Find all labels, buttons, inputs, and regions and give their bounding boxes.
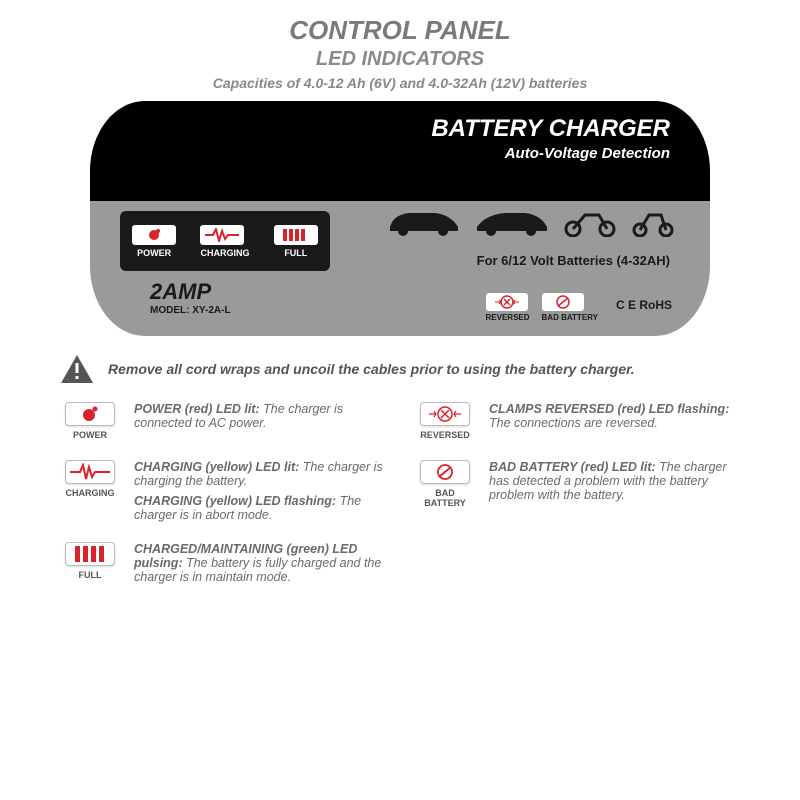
panel-subtitle: Auto-Voltage Detection [90, 145, 670, 162]
status-row: REVERSED BAD BATTERY C E RoHS [486, 293, 672, 322]
power-icon [145, 228, 163, 242]
legend-text: CHARGED/MAINTAINING (green) LED pulsing:… [134, 542, 385, 584]
legend-item: FULL CHARGED/MAINTAINING (green) LED pul… [60, 542, 385, 584]
legend-item: BAD BATTERY BAD BATTERY (red) LED lit: T… [415, 460, 740, 522]
amp-value: 2AMP [150, 279, 231, 305]
legend-text: CLAMPS REVERSED (red) LED flashing: The … [489, 402, 740, 440]
legend-item: CHARGING CHARGING (yellow) LED lit: The … [60, 460, 385, 522]
capacity-line: Capacities of 4.0-12 Ah (6V) and 4.0-32A… [40, 75, 760, 91]
pulse-icon [205, 228, 239, 242]
bars-icon [282, 228, 310, 242]
page-subtitle: LED INDICATORS [40, 48, 760, 71]
legend-item: REVERSED CLAMPS REVERSED (red) LED flash… [415, 402, 740, 440]
legend-icon: REVERSED [415, 402, 475, 440]
motorcycle-icon [563, 207, 617, 237]
vehicle-silhouettes [387, 205, 675, 237]
certifications: C E RoHS [616, 298, 672, 312]
warning-text: Remove all cord wraps and uncoil the cab… [108, 361, 635, 377]
scooter-icon [631, 209, 675, 237]
car-icon [387, 205, 461, 237]
model-number: MODEL: XY-2A-L [150, 305, 231, 316]
warning-row: Remove all cord wraps and uncoil the cab… [60, 354, 740, 384]
indicator-full: FULL [274, 225, 318, 258]
legend-icon: BAD BATTERY [415, 460, 475, 522]
indicator-box: POWER CHARGING FULL [120, 211, 330, 271]
bad-battery-icon [554, 295, 572, 309]
page-title: CONTROL PANEL [40, 15, 760, 46]
amp-block: 2AMP MODEL: XY-2A-L [150, 279, 231, 316]
legend-text: BAD BATTERY (red) LED lit: The charger h… [489, 460, 740, 522]
header: CONTROL PANEL LED INDICATORS Capacities … [40, 15, 760, 91]
legend-text: POWER (red) LED lit: The charger is conn… [134, 402, 385, 440]
panel-top: BATTERY CHARGER Auto-Voltage Detection [90, 101, 710, 201]
legend-icon: POWER [60, 402, 120, 440]
control-panel-graphic: BATTERY CHARGER Auto-Voltage Detection P… [90, 101, 710, 336]
legend-text: CHARGING (yellow) LED lit: The charger i… [134, 460, 385, 522]
legend-icon: CHARGING [60, 460, 120, 522]
indicator-power: POWER [132, 225, 176, 258]
warning-icon [60, 354, 94, 384]
legend-icon: FULL [60, 542, 120, 584]
battery-range-text: For 6/12 Volt Batteries (4-32AH) [477, 253, 670, 268]
legend-grid: POWER POWER (red) LED lit: The charger i… [40, 402, 760, 584]
sedan-icon [475, 207, 549, 237]
panel-title: BATTERY CHARGER [90, 115, 670, 143]
status-reversed: REVERSED [486, 293, 530, 322]
reversed-icon [493, 295, 521, 309]
legend-item: POWER POWER (red) LED lit: The charger i… [60, 402, 385, 440]
indicator-charging: CHARGING [200, 225, 249, 258]
status-bad-battery: BAD BATTERY [542, 293, 598, 322]
